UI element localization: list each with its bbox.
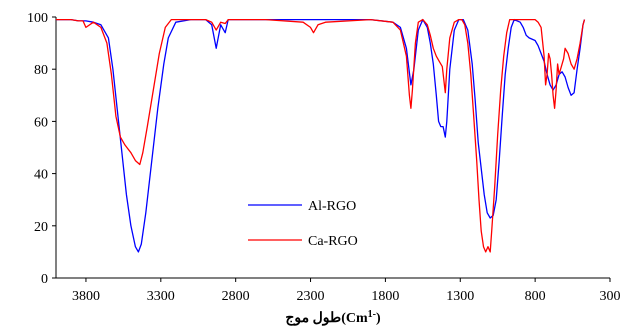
x-tick-label: 2800	[222, 289, 250, 304]
y-tick-label: 0	[41, 272, 48, 287]
x-tick-label: 3800	[72, 289, 100, 304]
x-tick-label: 800	[525, 289, 546, 304]
series-line-al-rgo	[56, 18, 586, 253]
y-tick-label: 80	[34, 63, 48, 78]
legend: Al-RGO Ca-RGO	[248, 199, 358, 249]
x-axis-label-main: طول موج(Cm	[285, 311, 368, 326]
plot-area: 0 20 40 60 80 100 3800 3300 2800 2300 1800 1300 800…	[27, 11, 621, 304]
x-axis-label-sup: 1-	[368, 309, 376, 320]
x-axis-label-close: )	[376, 311, 381, 326]
series-line-ca-rgo	[56, 18, 586, 253]
series-layer	[56, 18, 586, 253]
y-tick-label: 40	[34, 168, 48, 183]
legend-label-al-rgo: Al-RGO	[308, 199, 356, 214]
y-tick-label: 20	[34, 220, 48, 235]
x-tick-label: 3300	[147, 289, 175, 304]
x-tick-label: 1300	[446, 289, 474, 304]
x-axis-label: طول موج(Cm1-)	[285, 309, 381, 327]
y-tick-label: 60	[34, 115, 48, 130]
y-axis-ticks: 0 20 40 60 80 100	[27, 11, 56, 287]
x-tick-label: 1800	[371, 289, 399, 304]
y-tick-label: 100	[27, 11, 48, 26]
x-tick-label: 2300	[297, 289, 325, 304]
x-axis-ticks: 3800 3300 2800 2300 1800 1300 800 300	[72, 278, 621, 304]
legend-label-ca-rgo: Ca-RGO	[308, 234, 358, 249]
x-tick-label: 300	[600, 289, 621, 304]
